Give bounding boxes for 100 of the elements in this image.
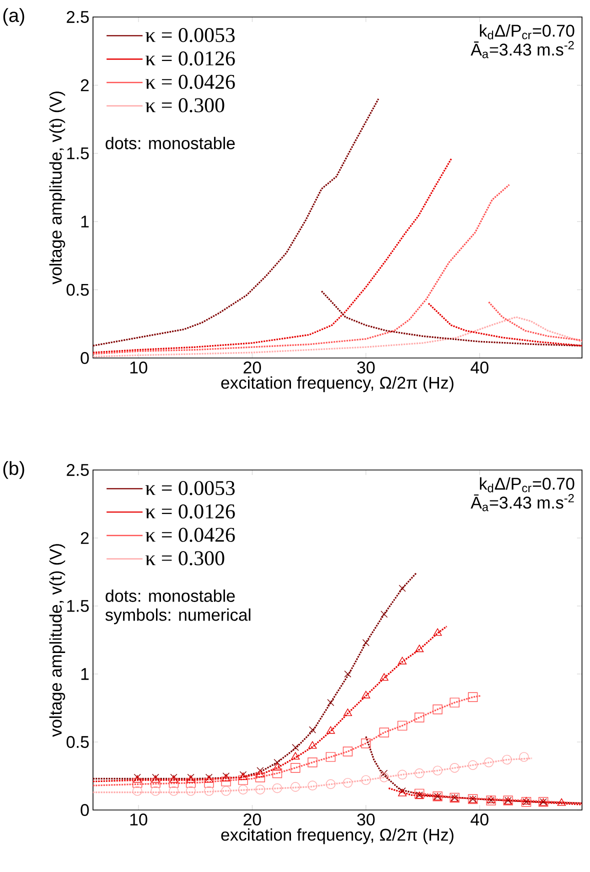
point [290, 782, 300, 792]
point [397, 720, 408, 731]
point [308, 726, 316, 734]
point [468, 760, 478, 770]
point [327, 699, 334, 706]
x-tick-label: 20 [244, 814, 261, 826]
point [342, 778, 353, 788]
point [380, 610, 388, 618]
x-tick-label: 10 [130, 362, 148, 374]
legend-label: κ = 0.300 [146, 551, 224, 566]
point [292, 744, 299, 751]
point [557, 798, 566, 806]
point [274, 758, 281, 766]
point [308, 741, 317, 749]
point [502, 754, 512, 765]
annotation: Ā$_{a}$=3.43 m.s$^{-2}$ [470, 40, 574, 58]
point [432, 704, 442, 714]
point [255, 784, 266, 794]
point [344, 670, 352, 678]
point [150, 778, 160, 788]
x-tick-label: 40 [470, 362, 488, 374]
x-axis-title: excitation frequency, Ω/2π (Hz) [221, 828, 454, 844]
y-tick-label: 2.5 [66, 10, 89, 23]
point [342, 746, 353, 756]
point [433, 628, 442, 636]
point [362, 639, 370, 646]
point [168, 786, 179, 796]
x-tick-label: 30 [357, 362, 375, 374]
y-tick-label: 1.5 [67, 600, 89, 612]
y-tick-label: 0 [80, 804, 89, 816]
point [132, 786, 142, 796]
point [272, 768, 282, 778]
point [150, 786, 160, 796]
point [432, 766, 442, 776]
point [379, 728, 389, 738]
point [326, 752, 336, 762]
line-series [365, 736, 582, 804]
line-series [428, 302, 582, 347]
x-tick-label: 40 [470, 814, 488, 826]
point [415, 644, 424, 652]
point [398, 584, 406, 592]
point [308, 758, 318, 768]
point [361, 738, 371, 748]
x-tick-label: 30 [357, 814, 375, 826]
annotation: dots: monostable [106, 136, 235, 150]
point [272, 783, 282, 794]
point [308, 780, 318, 790]
point [362, 690, 370, 698]
point [468, 692, 478, 702]
legend-label: κ = 0.0053 [146, 28, 235, 42]
point [272, 762, 282, 770]
point [221, 776, 231, 786]
point [132, 778, 142, 788]
point [326, 726, 335, 734]
point [398, 656, 407, 664]
chart-title: (a) [3, 8, 24, 26]
point [519, 752, 529, 762]
point [291, 752, 300, 760]
line-series [93, 158, 452, 354]
y-tick-label: 0.5 [66, 736, 89, 748]
line-series [488, 301, 582, 342]
y-tick-label: 2.5 [66, 464, 89, 476]
x-tick-label: 10 [130, 814, 148, 826]
y-tick-label: 1 [81, 668, 89, 680]
x-axis-title: excitation frequency, Ω/2π (Hz) [221, 376, 454, 392]
point [361, 775, 371, 785]
point [343, 708, 352, 716]
legend-label: κ = 0.0126 [146, 504, 235, 519]
y-tick-label: 1.5 [67, 147, 89, 160]
line-series [93, 98, 380, 347]
line-series [93, 316, 582, 358]
line-series [410, 792, 582, 804]
annotation: symbols: numerical [105, 608, 250, 624]
point [238, 775, 248, 785]
point [256, 770, 264, 778]
legend-label: κ = 0.0053 [146, 480, 235, 496]
point [380, 673, 388, 681]
point [168, 778, 179, 788]
annotation: k$_{d}$Δ/P$_{cr}$=0.70 [480, 24, 574, 40]
point [326, 779, 336, 790]
point [484, 758, 494, 768]
point [450, 762, 460, 773]
point [238, 784, 248, 794]
point [414, 712, 424, 722]
point [221, 786, 231, 796]
y-tick-label: 2 [80, 79, 89, 92]
y-axis-title: voltage amplitude, v(t) (V) [49, 92, 66, 284]
y-tick-label: 0.5 [66, 284, 89, 296]
line-series [320, 290, 582, 347]
chart-title: (b) [3, 461, 24, 479]
annotation: Ā$_{a}$=3.43 m.s$^{-2}$ [470, 494, 574, 512]
point [204, 778, 214, 788]
point [379, 772, 389, 782]
point [414, 768, 424, 778]
annotation: k$_{d}$Δ/P$_{cr}$=0.70 [480, 477, 574, 492]
point [186, 786, 196, 796]
y-tick-label: 2 [80, 532, 89, 544]
x-tick-label: 20 [244, 362, 261, 374]
legend-label: κ = 0.0126 [146, 51, 235, 66]
point [256, 767, 264, 774]
